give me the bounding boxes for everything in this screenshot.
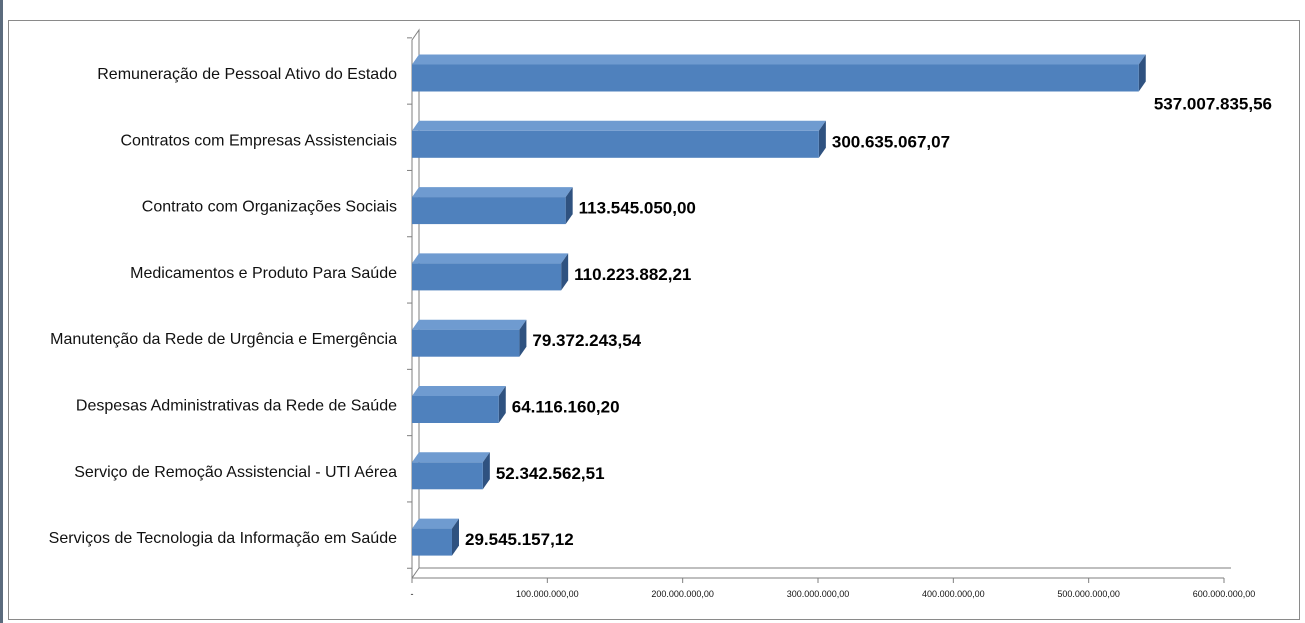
data-label: 110.223.882,21	[574, 265, 691, 284]
bar	[412, 396, 499, 423]
bar-side-face	[565, 187, 573, 225]
bar-top-face	[412, 518, 459, 529]
bar-top-face	[412, 253, 569, 264]
bar-side-face	[498, 386, 506, 423]
category-label: Remuneração de Pessoal Ativo do Estado	[97, 66, 397, 83]
data-label: 79.372.243,54	[532, 331, 641, 350]
x-tick-label: -	[411, 589, 414, 599]
x-tick-label: 400.000.000,00	[922, 589, 985, 599]
y-axis-wall	[411, 28, 420, 580]
data-label: 52.342.562,51	[496, 464, 605, 483]
bar-side-face	[482, 452, 490, 490]
bar	[412, 528, 452, 556]
bar-top-face	[412, 54, 1146, 65]
bar-side-face	[451, 518, 459, 556]
category-label: Contrato com Organizações Sociais	[142, 199, 397, 216]
category-label: Serviços de Tecnologia da Informação em …	[49, 530, 397, 547]
x-tick-label: 500.000.000,00	[1057, 589, 1120, 599]
x-tick-label: 200.000.000,00	[651, 589, 714, 599]
bar-side-face	[1138, 54, 1146, 92]
x-tick-label: 600.000.000,00	[1193, 589, 1256, 599]
bar-top-face	[412, 120, 826, 131]
bar-top-face	[412, 319, 527, 330]
data-label: 29.545.157,12	[465, 530, 574, 549]
category-label: Contratos com Empresas Assistenciais	[120, 132, 397, 149]
bar	[412, 263, 562, 291]
x-tick-label: 300.000.000,00	[787, 589, 850, 599]
category-label: Serviço de Remoção Assistencial - UTI Aé…	[74, 464, 397, 481]
data-label: 64.116.160,20	[512, 398, 620, 417]
bar-side-face	[519, 319, 527, 357]
data-label: 113.545.050,00	[579, 199, 696, 218]
data-label: 537.007.835,56	[1154, 95, 1272, 114]
bar	[412, 197, 566, 225]
bar	[412, 329, 520, 357]
chart-frame	[8, 20, 1300, 620]
bar	[412, 64, 1139, 92]
bar-top-face	[412, 386, 506, 396]
bar-top-face	[412, 187, 573, 198]
data-label: 300.635.067,07	[832, 132, 950, 151]
bar	[412, 462, 483, 490]
window-edge	[0, 0, 3, 623]
x-tick-label: 100.000.000,00	[516, 589, 579, 599]
category-label: Manutenção da Rede de Urgência e Emergên…	[50, 331, 397, 348]
category-label: Despesas Administrativas da Rede de Saúd…	[76, 398, 397, 415]
bar-top-face	[412, 452, 490, 463]
bar	[412, 130, 819, 158]
category-label: Medicamentos e Produto Para Saúde	[130, 265, 397, 282]
bar-side-face	[818, 120, 826, 158]
bar-side-face	[561, 253, 569, 291]
